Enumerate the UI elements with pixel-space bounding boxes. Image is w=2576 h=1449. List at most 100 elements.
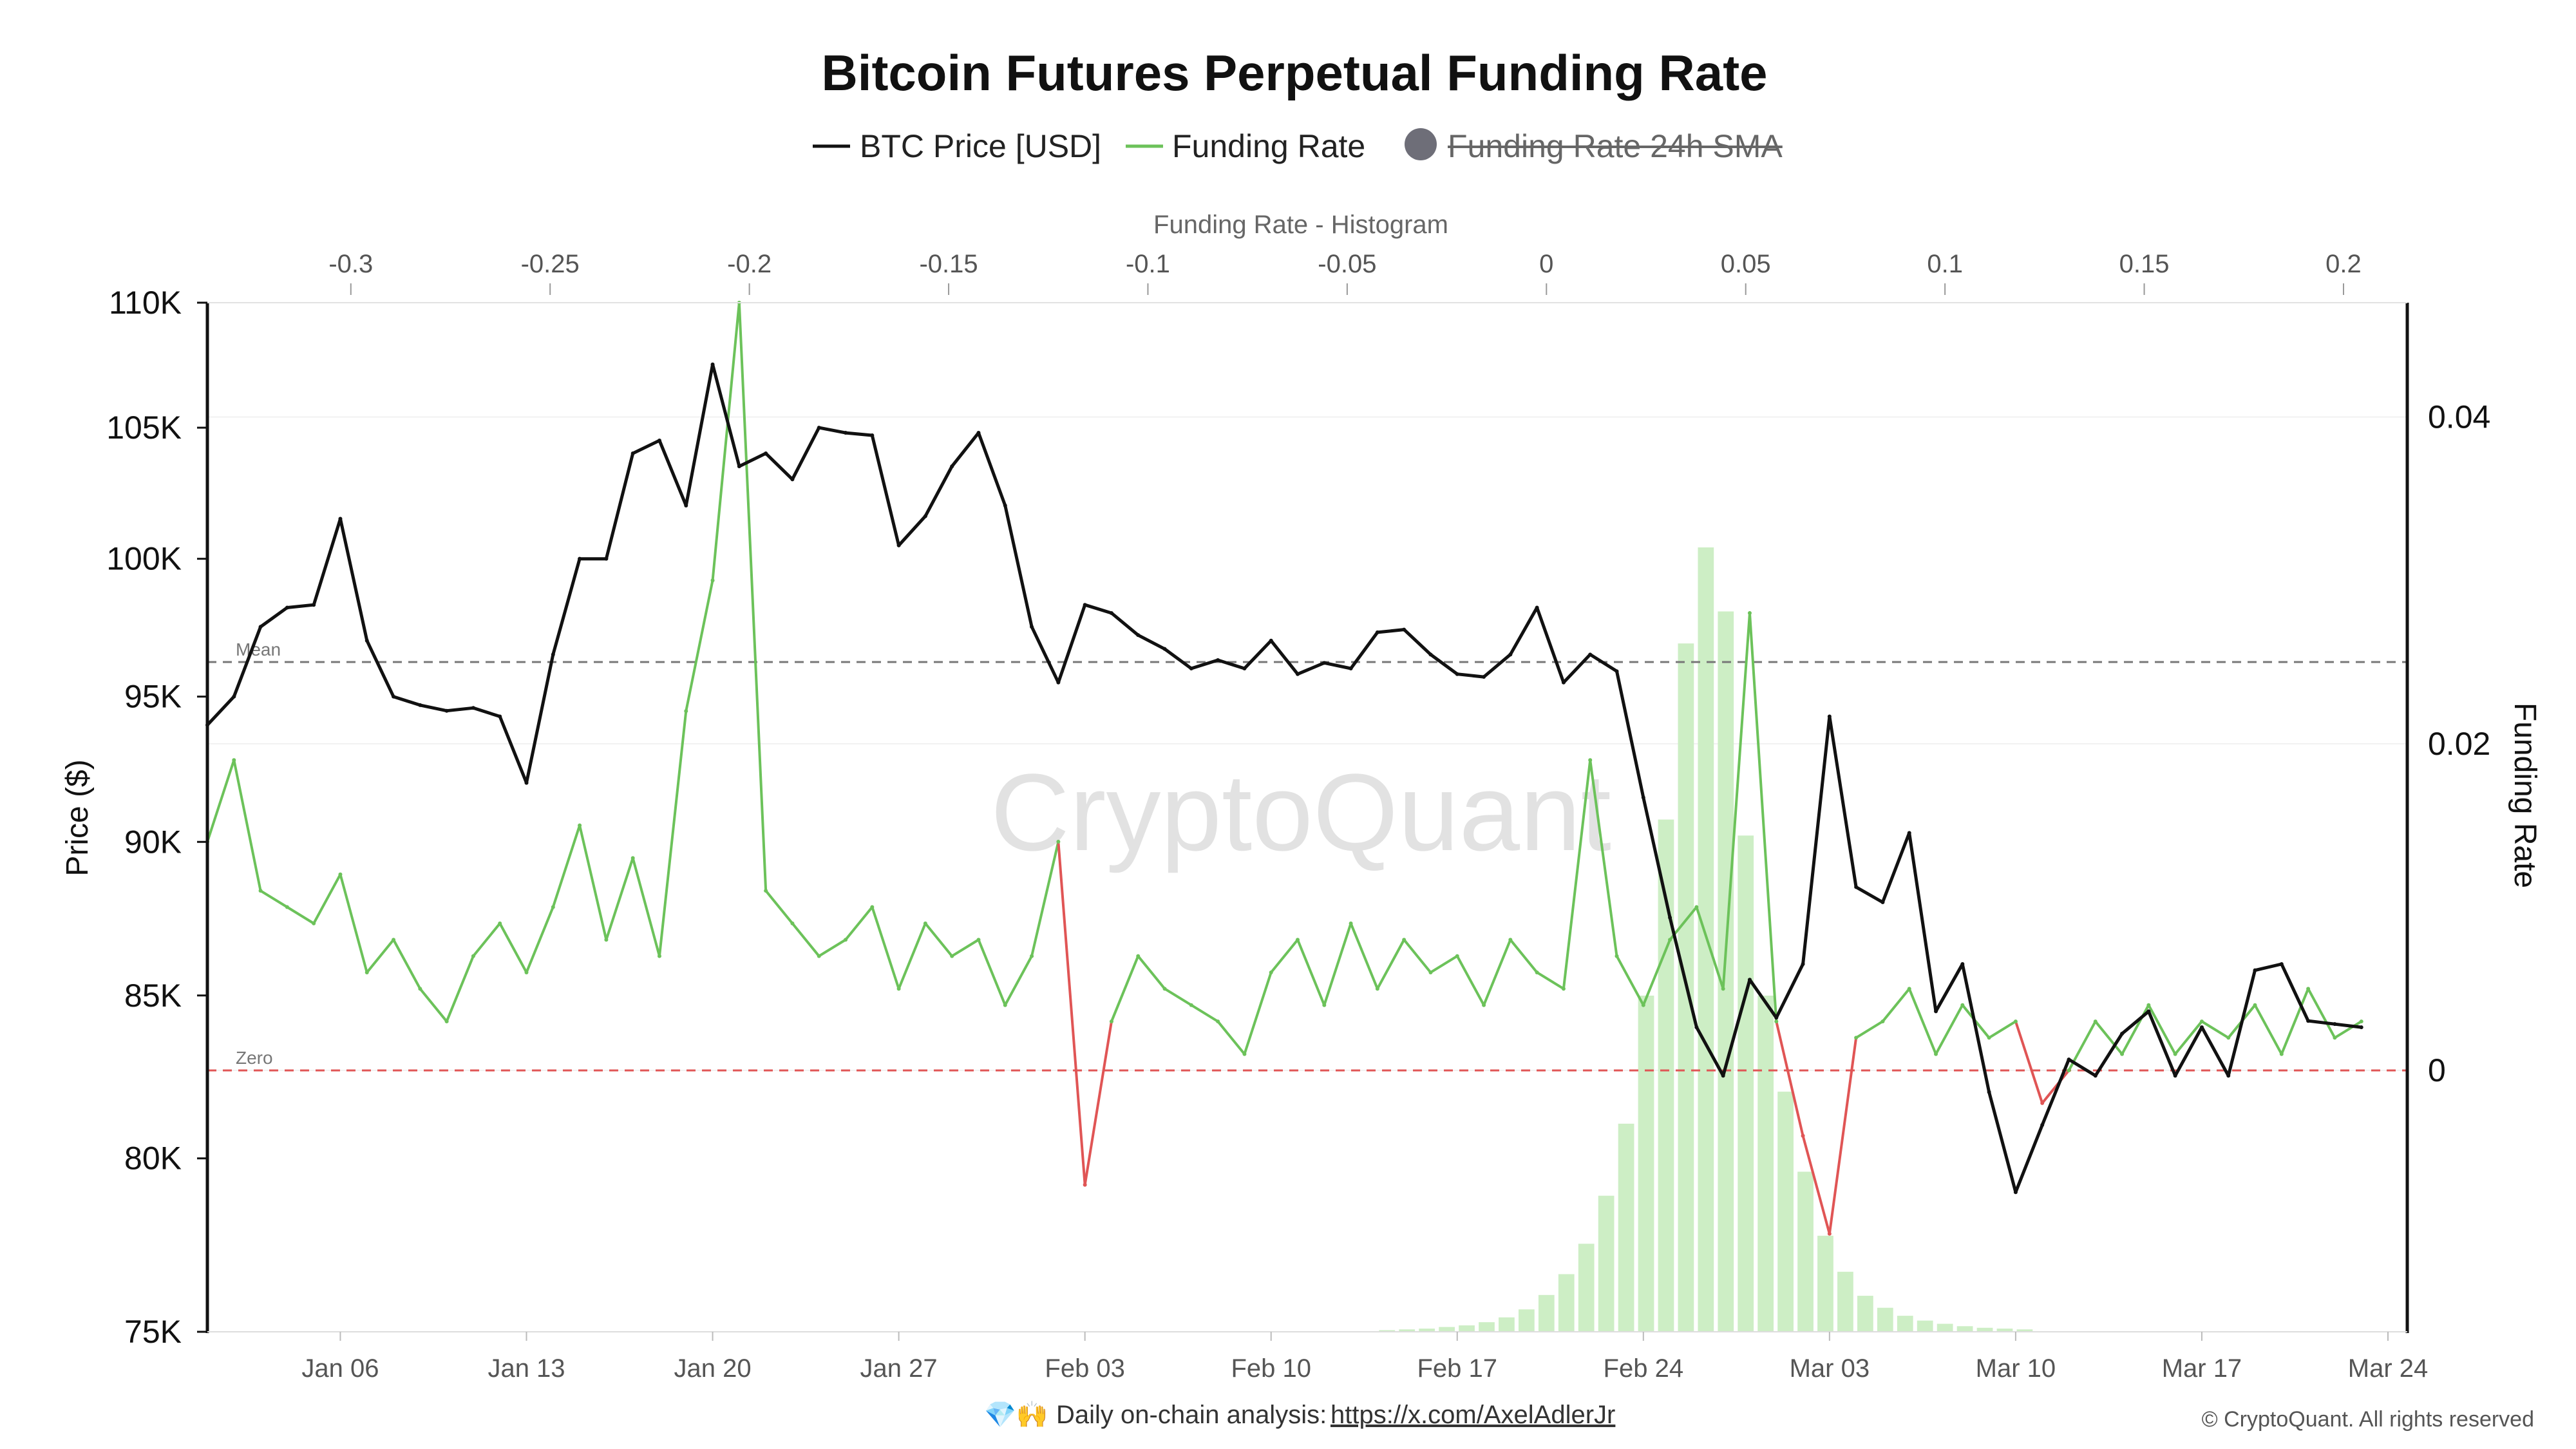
funding-point-26 [896, 987, 901, 991]
price-point-62 [1854, 885, 1859, 889]
funding-point-77 [2253, 1003, 2257, 1007]
price-point-80 [2333, 1022, 2337, 1027]
price-point-51 [1561, 680, 1566, 685]
histogram-bar-22 [1817, 1235, 1833, 1332]
histogram-bar-32 [2016, 1329, 2033, 1332]
left-tick-6: 105K [106, 410, 182, 446]
funding-point-70 [2067, 1068, 2071, 1073]
x-tick-7: Feb 24 [1604, 1354, 1684, 1383]
funding-point-58 [1747, 611, 1752, 615]
funding-segment-51 [1562, 759, 1592, 990]
price-point-74 [2173, 1074, 2177, 1078]
histogram-tick-0: -0.3 [328, 250, 373, 278]
price-point-12 [524, 781, 529, 785]
histogram-bar-21 [1797, 1171, 1814, 1332]
histogram-bar-0 [1379, 1330, 1396, 1332]
funding-point-76 [2226, 1036, 2231, 1040]
funding-point-29 [976, 938, 981, 942]
funding-point-65 [1934, 1052, 1938, 1056]
funding-point-71 [2093, 1019, 2098, 1024]
price-point-66 [1960, 961, 1965, 966]
histogram-bar-23 [1837, 1271, 1853, 1332]
price-point-36 [1162, 647, 1167, 651]
histogram-bar-7 [1518, 1309, 1535, 1332]
funding-segment-79 [2307, 987, 2336, 1039]
funding-point-35 [1136, 954, 1141, 958]
histogram-bar-11 [1598, 1195, 1615, 1332]
left-tick-3: 90K [124, 824, 182, 860]
price-point-33 [1083, 603, 1087, 607]
histogram-bar-26 [1897, 1316, 1913, 1332]
price-point-58 [1747, 978, 1752, 982]
histogram-bar-27 [1917, 1320, 1933, 1332]
x-tick-5: Feb 10 [1231, 1354, 1311, 1383]
funding-point-53 [1615, 954, 1619, 958]
funding-point-78 [2279, 1052, 2284, 1056]
funding-segment-61 [1828, 1036, 1858, 1235]
price-point-59 [1774, 1016, 1779, 1020]
funding-point-34 [1109, 1019, 1113, 1024]
funding-point-55 [1668, 938, 1672, 942]
price-point-40 [1269, 638, 1273, 643]
funding-point-10 [471, 954, 475, 958]
funding-point-72 [2120, 1052, 2125, 1056]
histogram-bar-13 [1638, 996, 1654, 1332]
funding-point-64 [1907, 987, 1911, 991]
funding-segment-32 [1057, 840, 1086, 1186]
price-point-35 [1136, 633, 1141, 638]
funding-point-47 [1455, 954, 1459, 958]
price-point-52 [1588, 652, 1593, 657]
x-tick-2: Jan 20 [674, 1354, 752, 1383]
price-point-65 [1934, 1009, 1938, 1014]
price-point-41 [1296, 672, 1300, 676]
funding-point-28 [950, 954, 954, 958]
histogram-tick-2: -0.2 [727, 250, 772, 278]
price-point-28 [950, 464, 954, 469]
price-point-2 [258, 625, 263, 629]
funding-segment-47 [1455, 954, 1486, 1007]
funding-segment-30 [1003, 954, 1034, 1007]
price-point-1 [232, 694, 236, 699]
price-line [206, 363, 2362, 1194]
histogram-bar-8 [1538, 1294, 1555, 1332]
funding-segment-67 [1987, 1020, 2017, 1039]
histogram-axis-title: Funding Rate - Histogram [1153, 211, 1448, 239]
footer-link[interactable]: https://x.com/AxelAdlerJr [1331, 1401, 1615, 1429]
funding-point-21 [764, 889, 768, 893]
funding-point-4 [312, 921, 316, 925]
footer: 💎🙌 Daily on-chain analysis: https://x.co… [984, 1401, 1615, 1429]
funding-segment-44 [1376, 938, 1406, 990]
legend-item-price[interactable]: BTC Price [USD] [813, 128, 1101, 164]
funding-segment-23 [817, 938, 848, 958]
price-point-49 [1508, 652, 1513, 657]
reference-lines: Mean Zero [207, 639, 2407, 1072]
price-point-37 [1189, 666, 1193, 670]
copyright: © CryptoQuant. All rights reserved [2202, 1407, 2534, 1432]
footer-text: Daily on-chain analysis: [1056, 1401, 1327, 1429]
price-point-23 [817, 426, 821, 430]
footer-icons: 💎🙌 [984, 1401, 1048, 1429]
funding-segment-38 [1217, 1020, 1246, 1056]
funding-point-8 [418, 987, 422, 991]
funding-segment-58 [1748, 611, 1778, 1023]
funding-point-31 [1030, 954, 1034, 958]
left-axis-title: Price ($) [61, 759, 95, 876]
price-point-14 [578, 556, 582, 561]
legend-item-sma[interactable]: Funding Rate 24h SMA [1405, 128, 1783, 164]
funding-point-1 [232, 758, 236, 762]
left-tick-0: 75K [124, 1314, 182, 1350]
price-point-27 [923, 514, 927, 518]
legend-item-funding[interactable]: Funding Rate [1126, 128, 1365, 164]
price-point-42 [1322, 661, 1327, 665]
left-tick-2: 85K [124, 978, 182, 1014]
price-point-29 [976, 431, 981, 435]
funding-segment-33 [1083, 1020, 1113, 1186]
histogram-bar-30 [1976, 1327, 1993, 1332]
funding-point-54 [1641, 1003, 1645, 1007]
x-tick-8: Mar 03 [1790, 1354, 1870, 1383]
funding-point-33 [1083, 1182, 1087, 1187]
histogram-tick-7: 0.05 [1721, 250, 1771, 278]
funding-point-43 [1349, 921, 1353, 925]
funding-segment-41 [1296, 938, 1326, 1007]
